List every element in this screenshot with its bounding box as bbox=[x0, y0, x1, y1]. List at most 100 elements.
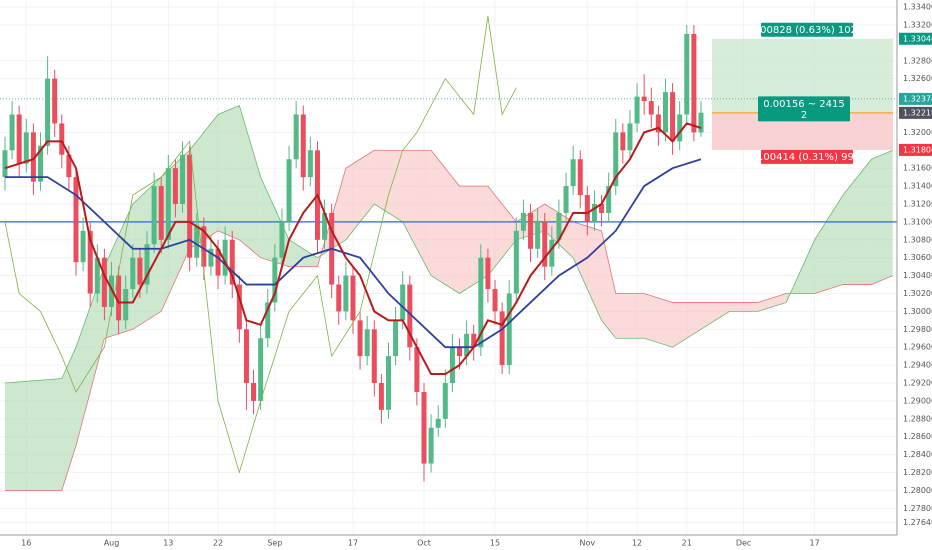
candle-body bbox=[101, 257, 107, 307]
candle-body bbox=[513, 230, 519, 294]
candle-body bbox=[236, 284, 242, 330]
candle-body bbox=[457, 347, 463, 357]
candle-body bbox=[80, 230, 86, 263]
candle-body bbox=[478, 257, 484, 348]
candle-body bbox=[258, 338, 264, 401]
candle-body bbox=[251, 383, 257, 401]
candle-body bbox=[144, 244, 150, 285]
candle-body bbox=[73, 177, 79, 263]
candle-body bbox=[385, 356, 391, 410]
candle-body bbox=[158, 186, 164, 240]
candle-body bbox=[549, 239, 555, 267]
x-tick-label: Dec bbox=[736, 539, 751, 548]
indicator-line bbox=[4, 158, 702, 349]
y-tick-label: 1.30200 bbox=[903, 289, 932, 298]
x-tick-label: 17 bbox=[810, 539, 820, 548]
x-tick-label: Nov bbox=[580, 539, 596, 548]
candle-body bbox=[130, 257, 136, 290]
candle-body bbox=[634, 96, 640, 124]
cloud-segment bbox=[218, 105, 240, 240]
y-tick-label: 1.29800 bbox=[903, 325, 932, 334]
candle-body bbox=[194, 226, 200, 258]
candle-body bbox=[400, 284, 406, 321]
candle-body bbox=[322, 212, 328, 240]
candle-body bbox=[151, 186, 157, 245]
target-label: 0.00828 (0.63%) 1020 bbox=[751, 25, 864, 36]
cloud-segment bbox=[4, 378, 62, 491]
y-tick-label: 1.30800 bbox=[903, 235, 932, 244]
candle-body bbox=[378, 383, 384, 410]
candle-body bbox=[520, 212, 526, 231]
candle-body bbox=[464, 333, 470, 357]
candle-body bbox=[435, 418, 441, 428]
candle-body bbox=[449, 347, 455, 384]
candle-body bbox=[201, 226, 207, 267]
x-tick-label: Aug bbox=[104, 539, 120, 548]
candle-body bbox=[591, 203, 597, 222]
y-tick-label: 1.28600 bbox=[903, 432, 932, 441]
candle-body bbox=[9, 114, 15, 151]
candle-body bbox=[165, 168, 171, 240]
cloud-segment bbox=[239, 105, 261, 258]
stop-label: 0.00414 (0.31%) 990 bbox=[754, 152, 860, 163]
x-tick-label: 21 bbox=[682, 539, 692, 548]
price-label: 1.33046 bbox=[903, 34, 932, 43]
candle-body bbox=[620, 132, 626, 151]
y-tick-label: 1.29400 bbox=[903, 361, 932, 370]
y-tick-label: 1.32800 bbox=[903, 56, 932, 65]
y-tick-label: 1.30000 bbox=[903, 307, 932, 316]
candle-body bbox=[66, 154, 72, 178]
stop-label-box bbox=[761, 149, 853, 164]
candle-body bbox=[137, 257, 143, 285]
cloud-segment bbox=[345, 150, 375, 240]
candle-body bbox=[229, 239, 235, 285]
y-tick-label: 1.27640 bbox=[903, 518, 932, 527]
candle-body bbox=[172, 168, 178, 204]
candle-body bbox=[52, 78, 58, 124]
candle-body bbox=[59, 123, 65, 155]
x-tick-label: 12 bbox=[632, 539, 642, 548]
entry-label: 0.00156 ~ 2415 bbox=[763, 99, 845, 110]
y-tick-label: 1.29200 bbox=[903, 379, 932, 388]
cloud-line bbox=[4, 149, 893, 491]
cloud-segment bbox=[289, 239, 318, 267]
candle-body bbox=[222, 239, 228, 276]
cloud-segment bbox=[487, 186, 517, 276]
candle-body bbox=[23, 132, 29, 164]
candle-body bbox=[691, 33, 697, 133]
candle-body bbox=[492, 289, 498, 312]
cloud-segment bbox=[75, 266, 105, 446]
y-tick-label: 1.29000 bbox=[903, 396, 932, 405]
y-tick-label: 1.32600 bbox=[903, 74, 932, 83]
candle-body bbox=[535, 221, 541, 249]
candle-body bbox=[109, 275, 115, 307]
candle-body bbox=[485, 257, 491, 290]
price-label-box bbox=[899, 32, 932, 45]
cloud-segment bbox=[601, 230, 616, 339]
price-label-box bbox=[899, 106, 932, 119]
candle-body bbox=[371, 329, 377, 384]
candle-body bbox=[655, 114, 661, 133]
price-label-box bbox=[899, 92, 932, 105]
candle-body bbox=[279, 221, 285, 258]
candle-body bbox=[307, 150, 313, 178]
cloud-segment bbox=[700, 302, 730, 330]
x-tick-label: Sep bbox=[267, 539, 282, 548]
candle-body bbox=[670, 92, 676, 142]
price-label: 1.31804 bbox=[903, 145, 932, 154]
price-label-box bbox=[899, 143, 932, 156]
entry-label-box bbox=[758, 96, 850, 122]
cloud-segment bbox=[615, 293, 645, 339]
candle-body bbox=[684, 33, 690, 115]
cloud-segment bbox=[573, 221, 602, 321]
y-tick-label: 1.33200 bbox=[903, 20, 932, 29]
candle-body bbox=[37, 145, 43, 182]
candle-body bbox=[343, 275, 349, 312]
x-tick-label: 22 bbox=[213, 539, 223, 548]
y-tick-label: 1.31000 bbox=[903, 217, 932, 226]
cloud-segment bbox=[757, 293, 787, 312]
candle-body bbox=[677, 114, 683, 142]
candle-body bbox=[698, 112, 704, 133]
candle-body bbox=[556, 212, 562, 240]
candle-body bbox=[293, 114, 299, 160]
